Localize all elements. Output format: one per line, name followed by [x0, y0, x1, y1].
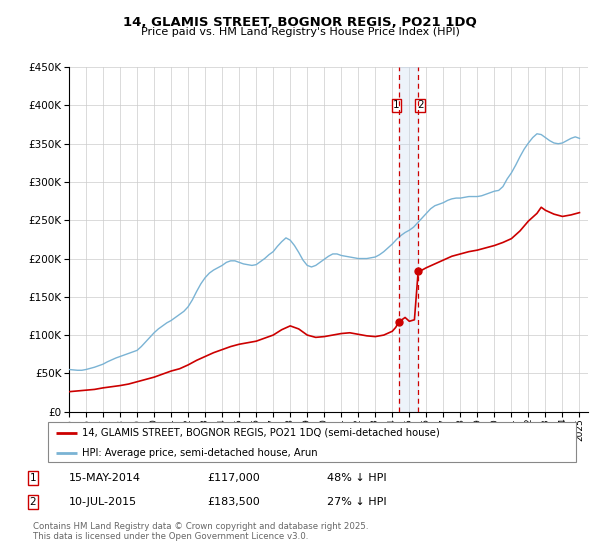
Text: 10-JUL-2015: 10-JUL-2015: [69, 497, 137, 507]
Text: £183,500: £183,500: [207, 497, 260, 507]
Text: 27% ↓ HPI: 27% ↓ HPI: [327, 497, 386, 507]
Text: 15-MAY-2014: 15-MAY-2014: [69, 473, 141, 483]
Text: 1: 1: [29, 473, 37, 483]
Text: 48% ↓ HPI: 48% ↓ HPI: [327, 473, 386, 483]
Text: Contains HM Land Registry data © Crown copyright and database right 2025.
This d: Contains HM Land Registry data © Crown c…: [33, 522, 368, 542]
Text: 14, GLAMIS STREET, BOGNOR REGIS, PO21 1DQ: 14, GLAMIS STREET, BOGNOR REGIS, PO21 1D…: [123, 16, 477, 29]
Text: 14, GLAMIS STREET, BOGNOR REGIS, PO21 1DQ (semi-detached house): 14, GLAMIS STREET, BOGNOR REGIS, PO21 1D…: [82, 428, 440, 438]
Text: £117,000: £117,000: [207, 473, 260, 483]
Text: 2: 2: [417, 100, 424, 110]
Text: Price paid vs. HM Land Registry's House Price Index (HPI): Price paid vs. HM Land Registry's House …: [140, 27, 460, 37]
FancyBboxPatch shape: [48, 422, 576, 462]
Text: 1: 1: [393, 100, 400, 110]
Text: HPI: Average price, semi-detached house, Arun: HPI: Average price, semi-detached house,…: [82, 448, 318, 458]
Text: 2: 2: [29, 497, 37, 507]
Bar: [398, 67, 418, 412]
